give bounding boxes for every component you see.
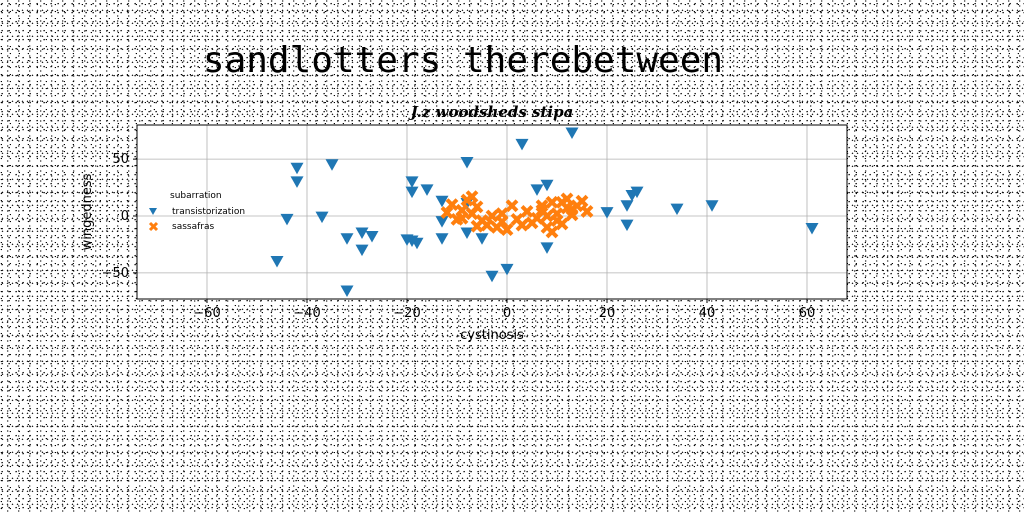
data-point — [670, 203, 684, 216]
x-tick-label: 20 — [599, 306, 616, 321]
data-point — [625, 190, 639, 202]
data-point — [500, 223, 514, 237]
x-tick-label: 0 — [503, 306, 511, 321]
legend: subarration transistorization sassafras — [148, 191, 245, 232]
data-point — [445, 198, 459, 212]
y-tick-label: −50 — [102, 266, 129, 281]
legend-label-transistorization: transistorization — [172, 207, 245, 217]
axis-ticks: −60 −40 −20 0 20 40 60 −50 0 50 — [102, 152, 816, 321]
data-point — [405, 186, 419, 199]
data-point — [550, 214, 564, 227]
legend-marker-transistorization — [149, 208, 157, 215]
data-point — [405, 176, 419, 188]
x-tick-label: −40 — [293, 306, 320, 321]
data-point — [540, 179, 554, 192]
data-point — [565, 127, 579, 139]
data-point — [280, 213, 294, 226]
data-point — [290, 176, 304, 188]
data-point — [600, 207, 614, 219]
data-point — [410, 237, 424, 250]
y-axis-label: wingedness — [80, 173, 95, 250]
data-point — [495, 207, 509, 221]
chart-title: J.z woodsheds stipa — [408, 103, 574, 121]
data-point — [290, 162, 304, 175]
data-point — [580, 205, 594, 218]
y-tick-label: 50 — [112, 152, 129, 167]
legend-label-sassafras: sassafras — [172, 222, 214, 232]
data-point — [545, 195, 559, 209]
data-point — [505, 199, 519, 213]
data-point — [325, 159, 339, 171]
data-point — [460, 193, 474, 207]
data-point — [340, 233, 354, 245]
data-point — [355, 227, 369, 240]
data-point — [705, 200, 719, 212]
data-point — [460, 157, 474, 169]
data-point — [470, 219, 484, 233]
data-point — [420, 184, 434, 196]
data-point — [520, 205, 534, 218]
data-point — [315, 211, 329, 224]
data-point — [440, 206, 454, 219]
data-point — [455, 211, 469, 225]
data-point — [465, 207, 479, 221]
grid-lines — [137, 125, 847, 299]
x-axis-label: cystinosis — [460, 328, 524, 343]
data-point — [435, 233, 449, 245]
data-point — [480, 218, 494, 232]
plot-area — [137, 125, 847, 299]
data-point — [270, 255, 284, 268]
data-point — [575, 194, 589, 208]
legend-marker-sassafras — [148, 221, 159, 232]
data-point — [435, 216, 449, 228]
data-point — [475, 233, 489, 245]
data-series — [270, 127, 819, 298]
data-point — [485, 209, 499, 223]
data-point — [485, 270, 499, 283]
data-point — [620, 219, 634, 232]
legend-title: subarration — [170, 191, 222, 201]
series-transistorization — [270, 127, 819, 298]
data-point — [500, 263, 514, 276]
data-point — [515, 138, 529, 151]
data-point — [535, 199, 549, 213]
data-point — [365, 230, 379, 243]
data-point — [545, 225, 559, 239]
data-point — [355, 244, 369, 257]
data-point — [460, 227, 474, 240]
data-point — [805, 222, 819, 235]
plot-frame — [136, 124, 848, 300]
y-tick-label: 0 — [121, 209, 129, 224]
data-point — [400, 234, 414, 246]
data-point — [530, 211, 544, 225]
x-tick-label: −20 — [393, 306, 420, 321]
x-tick-label: 60 — [799, 306, 816, 321]
data-point — [540, 242, 554, 254]
x-tick-label: 40 — [699, 306, 716, 321]
data-point — [540, 209, 554, 223]
data-point — [435, 195, 449, 208]
data-point — [340, 285, 354, 298]
data-point — [515, 218, 529, 232]
series-sassafras — [440, 190, 594, 239]
x-tick-label: −60 — [193, 306, 220, 321]
data-point — [620, 200, 634, 212]
data-point — [530, 184, 544, 196]
data-point — [560, 201, 574, 215]
chart-suptitle: sandlotters therebetween — [203, 40, 723, 81]
